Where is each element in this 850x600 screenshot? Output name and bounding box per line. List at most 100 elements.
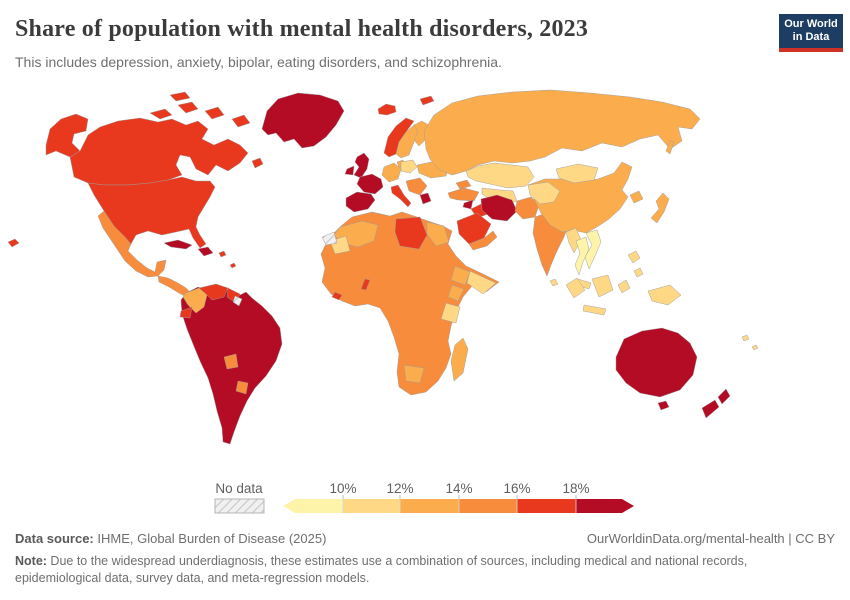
map-region-ireland[interactable] (344, 165, 355, 176)
legend-no-data-label: No data (215, 481, 263, 496)
map-region-arctic-islands[interactable] (149, 108, 173, 120)
map-region-egypt[interactable] (426, 221, 450, 247)
map-region-arctic-islands[interactable] (204, 106, 225, 120)
map-region-kazakhstan[interactable] (465, 162, 535, 189)
map-region-philippines[interactable] (633, 267, 644, 278)
map-region-madagascar[interactable] (450, 337, 469, 382)
map-region-sakhalin[interactable] (665, 140, 675, 155)
map-region-poland[interactable] (400, 159, 418, 174)
map-region-caucasus[interactable] (455, 179, 472, 190)
map-region-canada[interactable] (69, 117, 249, 186)
map-region-ecuador[interactable] (179, 306, 193, 319)
map-region-italy[interactable] (390, 184, 412, 208)
map-region-mexico[interactable] (97, 210, 167, 278)
map-legend: No data 10% 12% 14% 16% 18% (214, 481, 634, 514)
map-region-cuba[interactable] (163, 239, 193, 250)
map-region-ethiopia[interactable] (450, 265, 471, 286)
map-region-greece[interactable] (419, 192, 432, 205)
map-region-arctic-islands[interactable] (169, 91, 191, 102)
legend-bin-3[interactable] (459, 499, 517, 513)
map-region-france[interactable] (356, 173, 384, 195)
note-label: Note: (15, 554, 47, 568)
map-region-caribbean[interactable] (229, 262, 237, 269)
map-region-indonesia[interactable] (617, 279, 631, 294)
map-region-uk[interactable] (353, 152, 370, 179)
map-region-liberia[interactable] (331, 291, 343, 301)
map-region-hawaii[interactable] (7, 238, 20, 248)
map-region-korea[interactable] (629, 190, 644, 204)
map-region-png[interactable] (647, 284, 682, 306)
map-region-finland[interactable] (413, 120, 431, 147)
owid-logo-line1: Our World (784, 17, 838, 30)
legend-tick-label: 10% (329, 481, 356, 496)
note-text: Due to the widespread underdiagnosis, th… (15, 554, 748, 585)
map-region-pacific-islands[interactable] (751, 344, 759, 351)
map-region-iran[interactable] (480, 194, 518, 222)
map-region-svalbard[interactable] (419, 95, 435, 106)
map-region-alaska[interactable] (45, 113, 89, 158)
map-region-russia[interactable] (423, 89, 701, 176)
owid-logo[interactable]: Our World in Data (779, 14, 843, 52)
map-region-greenland[interactable] (261, 92, 345, 149)
map-region-norway[interactable] (383, 117, 415, 158)
map-region-iceland[interactable] (377, 103, 397, 116)
legend-tick-label: 16% (503, 481, 530, 496)
map-region-syria[interactable] (462, 199, 474, 210)
map-region-new-zealand[interactable] (717, 388, 731, 405)
map-region-west-china[interactable] (527, 181, 561, 205)
owid-logo-line2: in Data (792, 31, 830, 43)
map-region-japan[interactable] (650, 192, 670, 224)
map-region-usa[interactable] (87, 176, 216, 249)
map-region-caribbean[interactable] (218, 250, 227, 258)
page-title: Share of population with mental health d… (15, 16, 589, 42)
legend-tick-label: 18% (562, 481, 589, 496)
data-source-text: IHME, Global Burden of Disease (2025) (93, 531, 327, 546)
map-region-turkey[interactable] (447, 187, 480, 202)
map-region-tanzania[interactable] (440, 302, 461, 324)
map-region-yemen-oman[interactable] (468, 230, 498, 251)
map-region-libya[interactable] (394, 216, 428, 250)
map-region-indonesia[interactable] (565, 277, 586, 299)
map-region-iberia[interactable] (345, 191, 376, 213)
map-region-suriname[interactable] (232, 295, 243, 307)
map-region-balkans[interactable] (405, 177, 428, 196)
map-region-central-europe[interactable] (381, 162, 402, 183)
map-region-philippines[interactable] (627, 250, 641, 264)
map-region-benin[interactable] (360, 278, 371, 291)
map-region-arctic-islands[interactable] (177, 101, 199, 114)
map-region-myanmar[interactable] (565, 227, 582, 254)
map-region-hispaniola[interactable] (197, 246, 214, 257)
map-region-paraguay[interactable] (223, 353, 239, 370)
map-region-new-zealand[interactable] (701, 399, 720, 419)
map-region-venezuela[interactable] (198, 283, 229, 301)
map-region-pacific-islands[interactable] (741, 334, 750, 342)
map-region-thailand[interactable] (574, 236, 590, 276)
legend-bin-4[interactable] (517, 499, 576, 513)
map-region-western-sahara[interactable] (321, 231, 338, 246)
map-region-mongolia[interactable] (555, 163, 599, 184)
legend-bin-0[interactable] (283, 499, 343, 513)
owid-link[interactable]: OurWorldinData.org/mental-health | CC BY (586, 531, 835, 546)
legend-bin-5[interactable] (576, 499, 634, 513)
map-region-uruguay[interactable] (235, 380, 249, 395)
map-region-botswana-namibia[interactable] (403, 364, 425, 384)
map-region-kenya[interactable] (447, 284, 465, 302)
map-region-indonesia[interactable] (582, 304, 607, 316)
legend-tick-label: 12% (386, 481, 413, 496)
map-region-newfoundland[interactable] (251, 157, 264, 169)
world-map-choropleth (7, 89, 759, 445)
map-region-sri-lanka[interactable] (549, 278, 559, 287)
data-source-label: Data source: (15, 531, 94, 546)
legend-bin-1[interactable] (343, 499, 400, 513)
page-subtitle: This includes depression, anxiety, bipol… (15, 54, 502, 70)
map-region-vietnam[interactable] (584, 229, 602, 270)
map-region-australia[interactable] (615, 327, 698, 398)
legend-no-data-swatch[interactable] (214, 498, 265, 514)
legend-bin-2[interactable] (400, 499, 459, 513)
footer: Data source: IHME, Global Burden of Dise… (15, 531, 835, 587)
map-region-arctic-islands[interactable] (231, 114, 251, 128)
map-region-tasmania[interactable] (657, 400, 670, 411)
map-region-somalia[interactable] (466, 270, 497, 295)
map-region-indonesia[interactable] (591, 274, 614, 298)
